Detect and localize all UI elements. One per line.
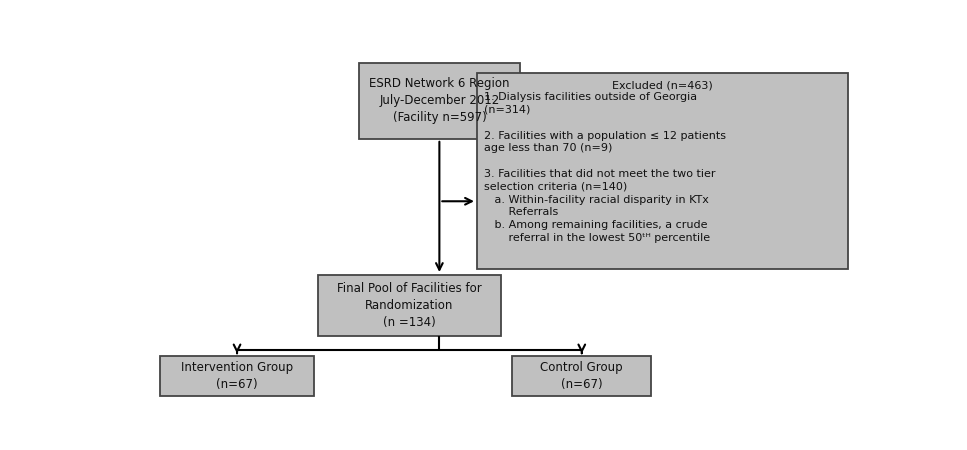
Text: 1. Dialysis facilities outside of Georgia
(n=314)

2. Facilities with a populati: 1. Dialysis facilities outside of Georgi… <box>484 92 726 243</box>
Bar <box>359 63 520 139</box>
Bar <box>513 356 651 396</box>
Text: Final Pool of Facilities for
Randomization
(n =134): Final Pool of Facilities for Randomizati… <box>337 282 482 328</box>
Text: Intervention Group
(n=67): Intervention Group (n=67) <box>181 361 293 391</box>
Text: Control Group
(n=67): Control Group (n=67) <box>541 361 623 391</box>
Bar <box>317 275 501 336</box>
Bar <box>161 356 314 396</box>
Text: ESRD Network 6 Region
July-December 2012
(Facility n=597): ESRD Network 6 Region July-December 2012… <box>369 77 510 124</box>
Text: Excluded (n=463): Excluded (n=463) <box>612 81 713 91</box>
Bar <box>477 73 848 269</box>
